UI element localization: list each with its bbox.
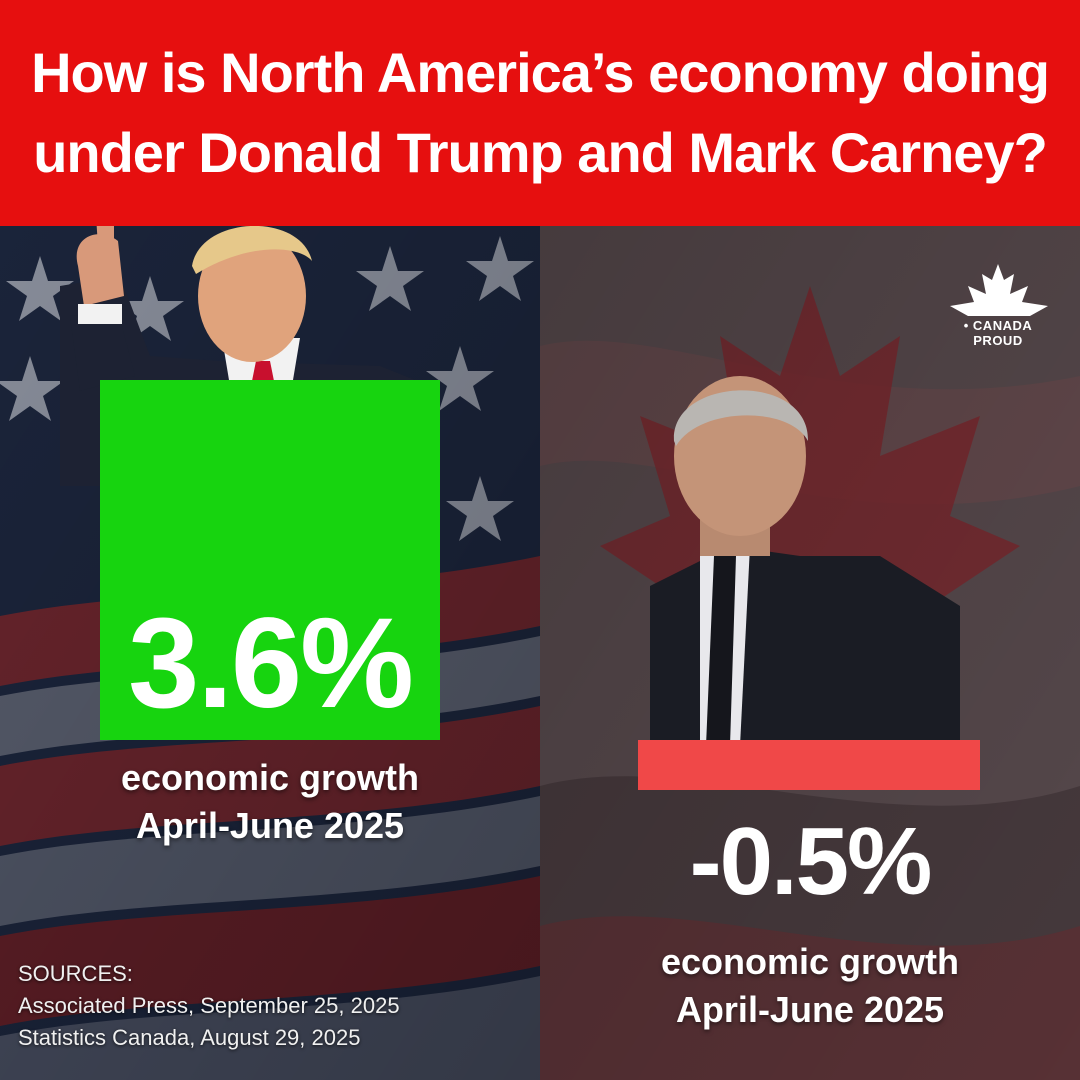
carney-photo: [650, 376, 960, 746]
caption-carney: economic growth April-June 2025: [600, 938, 1020, 1034]
value-label-carney: -0.5%: [689, 808, 933, 915]
caption-trump: economic growth April-June 2025: [60, 754, 480, 850]
caption-trump-line1: economic growth: [120, 757, 420, 798]
maple-leaf-icon: [950, 264, 1048, 316]
title-line-2: under Donald Trump and Mark Carney?: [33, 121, 1048, 184]
bar-trump-growth: [100, 380, 440, 740]
logo-text: • CANADA PROUD: [963, 318, 1033, 348]
caption-trump-line2: April-June 2025: [135, 805, 405, 846]
us-panel: 3.6% economic growth April-June 2025: [0, 226, 540, 1080]
title-line-1: How is North America’s economy doing: [31, 41, 1050, 104]
bar-carney-growth: [638, 740, 980, 790]
canada-panel: -0.5% economic growth April-June 2025: [540, 226, 1080, 1080]
header-banner: How is North America’s economy doing und…: [0, 0, 1080, 226]
canada-proud-logo: • CANADA PROUD: [938, 262, 1058, 352]
source-item-2: Statistics Canada, August 29, 2025: [18, 1025, 361, 1050]
source-item-1: Associated Press, September 25, 2025: [18, 993, 400, 1018]
sources-block: SOURCES: Associated Press, September 25,…: [18, 958, 400, 1054]
caption-carney-line2: April-June 2025: [675, 989, 945, 1030]
caption-carney-line1: economic growth: [660, 941, 960, 982]
sources-heading: SOURCES:: [18, 961, 133, 986]
value-label-trump: 3.6%: [128, 592, 414, 735]
